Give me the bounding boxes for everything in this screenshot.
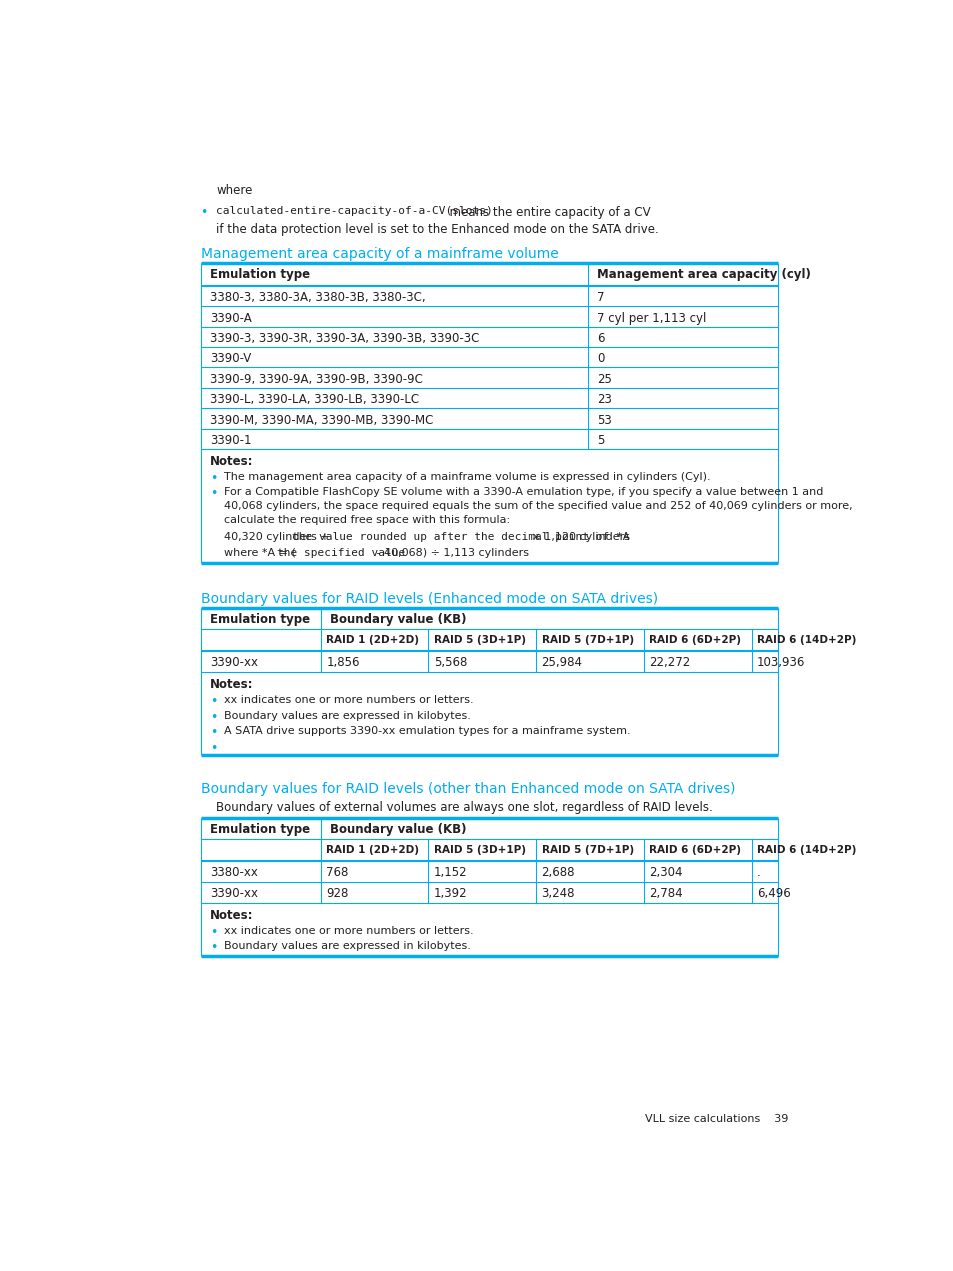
Text: 22,272: 22,272 [649,656,690,669]
Text: × 1,120 cylinders: × 1,120 cylinders [528,533,630,543]
Text: 3390-A: 3390-A [210,311,252,324]
Text: 3380-3, 3380-3A, 3380-3B, 3380-3C,: 3380-3, 3380-3A, 3380-3B, 3380-3C, [210,291,425,304]
Text: 103,936: 103,936 [757,656,804,669]
Text: 1,856: 1,856 [326,656,359,669]
Text: where: where [216,184,253,197]
Text: VLL size calculations    39: VLL size calculations 39 [645,1115,788,1125]
Text: Emulation type: Emulation type [210,268,310,281]
Text: •: • [210,488,217,501]
Text: Emulation type: Emulation type [210,824,310,836]
Text: 1,152: 1,152 [434,867,467,880]
Text: 3390-V: 3390-V [210,352,251,365]
Text: RAID 6 (14D+2P): RAID 6 (14D+2P) [757,634,856,644]
Text: RAID 6 (6D+2P): RAID 6 (6D+2P) [649,845,740,855]
Text: RAID 6 (6D+2P): RAID 6 (6D+2P) [649,634,740,644]
Text: •: • [210,710,217,723]
Text: - 40,068) ÷ 1,113 cylinders: - 40,068) ÷ 1,113 cylinders [373,548,529,558]
Text: 53: 53 [597,413,612,427]
Text: Notes:: Notes: [210,909,253,921]
Text: RAID 5 (3D+1P): RAID 5 (3D+1P) [434,845,525,855]
Text: if the data protection level is set to the Enhanced mode on the SATA drive.: if the data protection level is set to t… [216,222,659,235]
Text: 2,688: 2,688 [541,867,575,880]
Text: 3390-M, 3390-MA, 3390-MB, 3390-MC: 3390-M, 3390-MA, 3390-MB, 3390-MC [210,413,433,427]
Text: 40,068 cylinders, the space required equals the sum of the specified value and 2: 40,068 cylinders, the space required equ… [224,501,852,511]
Text: Notes:: Notes: [210,455,253,468]
Text: 3390-L, 3390-LA, 3390-LB, 3390-LC: 3390-L, 3390-LA, 3390-LB, 3390-LC [210,393,418,407]
Text: Emulation type: Emulation type [210,613,310,627]
Text: 928: 928 [326,887,348,900]
Text: RAID 1 (2D+2D): RAID 1 (2D+2D) [326,845,418,855]
Text: 2,784: 2,784 [649,887,682,900]
Text: Management area capacity of a mainframe volume: Management area capacity of a mainframe … [200,248,558,262]
Text: 25: 25 [597,372,612,385]
Text: where *A = (: where *A = ( [224,548,295,558]
Text: Boundary values of external volumes are always one slot, regardless of RAID leve: Boundary values of external volumes are … [216,801,712,813]
Text: RAID 5 (3D+1P): RAID 5 (3D+1P) [434,634,525,644]
Text: RAID 1 (2D+2D): RAID 1 (2D+2D) [326,634,418,644]
Text: 3390-9, 3390-9A, 3390-9B, 3390-9C: 3390-9, 3390-9A, 3390-9B, 3390-9C [210,372,422,385]
Text: xx indicates one or more numbers or letters.: xx indicates one or more numbers or lett… [224,925,473,935]
Text: •: • [200,206,208,219]
Text: RAID 5 (7D+1P): RAID 5 (7D+1P) [541,634,633,644]
Text: calculate the required free space with this formula:: calculate the required free space with t… [224,515,510,525]
Text: 3380-xx: 3380-xx [210,867,257,880]
Text: calculated-entire-capacity-of-a-CV(slots): calculated-entire-capacity-of-a-CV(slots… [216,206,493,216]
Text: 768: 768 [326,867,348,880]
Text: 25,984: 25,984 [541,656,582,669]
Text: The management area capacity of a mainframe volume is expressed in cylinders (Cy: The management area capacity of a mainfr… [224,472,710,482]
Text: 3390-xx: 3390-xx [210,887,257,900]
Text: Boundary values for RAID levels (other than Enhanced mode on SATA drives): Boundary values for RAID levels (other t… [200,783,735,797]
Text: For a Compatible FlashCopy SE volume with a 3390-A emulation type, if you specif: For a Compatible FlashCopy SE volume wit… [224,488,822,497]
Text: •: • [210,741,217,755]
Text: 6: 6 [597,332,604,344]
Text: RAID 5 (7D+1P): RAID 5 (7D+1P) [541,845,633,855]
Text: .: . [757,867,760,880]
Text: 3390-xx: 3390-xx [210,656,257,669]
Text: 5: 5 [597,433,604,447]
Text: 7: 7 [597,291,604,304]
Text: 1,392: 1,392 [434,887,467,900]
Text: 5,568: 5,568 [434,656,467,669]
Text: Boundary value (KB): Boundary value (KB) [330,613,466,627]
Text: 3390-1: 3390-1 [210,433,252,447]
Text: the specified value: the specified value [276,548,404,558]
Text: Management area capacity (cyl): Management area capacity (cyl) [597,268,810,281]
Text: 40,320 cylinders +: 40,320 cylinders + [224,533,333,543]
Text: 3390-3, 3390-3R, 3390-3A, 3390-3B, 3390-3C: 3390-3, 3390-3R, 3390-3A, 3390-3B, 3390-… [210,332,478,344]
Text: Boundary values are expressed in kilobytes.: Boundary values are expressed in kilobyt… [224,710,470,721]
Text: Boundary values are expressed in kilobytes.: Boundary values are expressed in kilobyt… [224,941,470,951]
Text: •: • [210,925,217,938]
Text: RAID 6 (14D+2P): RAID 6 (14D+2P) [757,845,856,855]
Text: 23: 23 [597,393,612,407]
Text: •: • [210,472,217,486]
Text: •: • [210,941,217,955]
Text: the value rounded up after the decimal point of *A: the value rounded up after the decimal p… [292,533,629,543]
Text: 2,304: 2,304 [649,867,682,880]
Text: Boundary value (KB): Boundary value (KB) [330,824,466,836]
Text: 6,496: 6,496 [757,887,790,900]
Text: •: • [210,695,217,708]
Text: means the entire capacity of a CV: means the entire capacity of a CV [442,206,650,219]
Text: Boundary values for RAID levels (Enhanced mode on SATA drives): Boundary values for RAID levels (Enhance… [200,592,657,606]
Text: xx indicates one or more numbers or letters.: xx indicates one or more numbers or lett… [224,695,473,705]
Text: 0: 0 [597,352,604,365]
Text: 3,248: 3,248 [541,887,575,900]
Text: 7 cyl per 1,113 cyl: 7 cyl per 1,113 cyl [597,311,706,324]
Text: A SATA drive supports 3390-xx emulation types for a mainframe system.: A SATA drive supports 3390-xx emulation … [224,726,630,736]
Text: •: • [210,726,217,740]
Text: Notes:: Notes: [210,679,253,691]
